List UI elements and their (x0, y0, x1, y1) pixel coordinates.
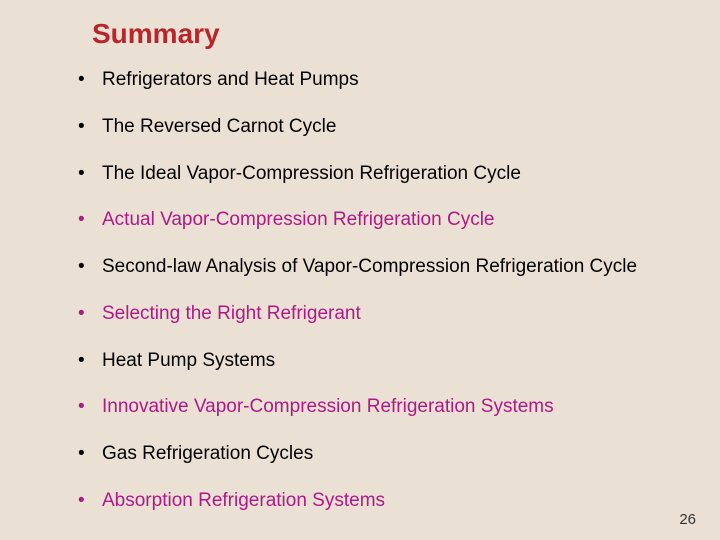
slide-title: Summary (92, 18, 720, 50)
bullet-item: Gas Refrigeration Cycles (78, 442, 660, 466)
bullet-item: Absorption Refrigeration Systems (78, 489, 660, 513)
bullet-item: The Ideal Vapor-Compression Refrigeratio… (78, 162, 660, 186)
bullet-item: Second-law Analysis of Vapor-Compression… (78, 255, 660, 279)
bullet-item: The Reversed Carnot Cycle (78, 115, 660, 139)
bullet-item: Refrigerators and Heat Pumps (78, 68, 660, 92)
page-number: 26 (679, 511, 696, 528)
bullet-item: Actual Vapor-Compression Refrigeration C… (78, 208, 660, 232)
slide-container: Summary Refrigerators and Heat Pumps The… (0, 0, 720, 540)
bullet-item: Innovative Vapor-Compression Refrigerati… (78, 395, 660, 419)
bullet-list: Refrigerators and Heat Pumps The Reverse… (0, 68, 720, 513)
bullet-item: Heat Pump Systems (78, 349, 660, 373)
bullet-item: Selecting the Right Refrigerant (78, 302, 660, 326)
